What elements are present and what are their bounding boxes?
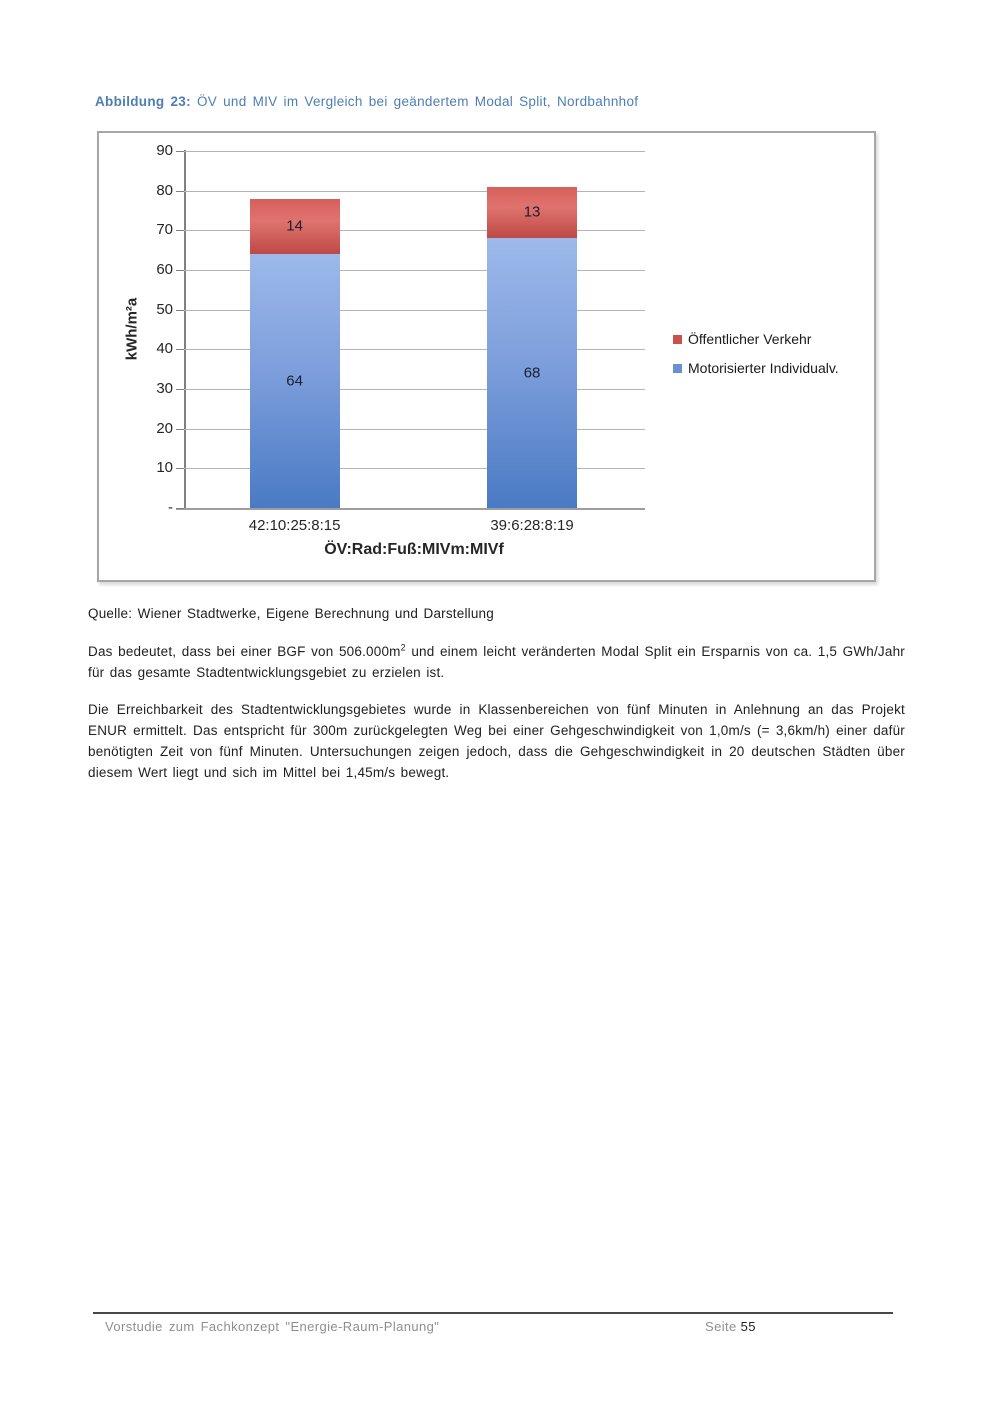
footer-document-title: Vorstudie zum Fachkonzept "Energie-Raum-… [105, 1319, 440, 1334]
gridline [184, 270, 645, 271]
y-tick-mark [176, 151, 184, 152]
gridline [184, 428, 645, 430]
footer-divider [93, 1312, 893, 1314]
bar-segment-oev [249, 198, 340, 255]
y-tick-mark [176, 428, 184, 430]
y-tick-mark [176, 389, 184, 390]
bar-segment-oev [487, 186, 578, 239]
y-axis-line [184, 150, 186, 509]
chart-plot-area: kWh/m²a ÖV:Rad:Fuß:MIVm:MIVf Öffentliche… [99, 133, 874, 580]
y-tick-label: 20 [156, 419, 173, 437]
bar-value-label: 13 [523, 203, 541, 221]
chart-legend: Öffentlicher Verkehr Motorisierter Indivi… [673, 331, 839, 389]
bar-segment-miv [487, 238, 578, 508]
gridline [184, 151, 645, 152]
paragraph-bgf-text-cont: und einem leicht veränderten Modal Split… [88, 644, 905, 680]
y-tick-label: 40 [156, 340, 173, 358]
y-tick-label: 60 [156, 261, 173, 279]
figure-caption-label: Abbildung 23: [95, 94, 191, 109]
y-tick-mark [176, 349, 184, 351]
x-tick-label: 42:10:25:8:15 [248, 517, 341, 534]
y-tick-mark [176, 190, 184, 192]
legend-item: Motorisierter Individualv. [673, 360, 839, 376]
gridline [184, 389, 645, 390]
y-tick-mark [176, 270, 184, 271]
paragraph-bgf-text: Das bedeutet, dass bei einer BGF von 506… [88, 644, 401, 659]
y-tick-label: 10 [156, 459, 173, 477]
bar-value-label: 64 [286, 372, 303, 390]
bar-value-label: 14 [286, 217, 303, 235]
y-tick-mark [176, 508, 184, 509]
legend-item: Öffentlicher Verkehr [673, 331, 839, 347]
source-line: Quelle: Wiener Stadtwerke, Eigene Berech… [88, 606, 494, 621]
figure-caption-title: ÖV und MIV im Vergleich bei geändertem M… [190, 94, 639, 109]
y-tick-label: 90 [156, 142, 173, 160]
bar-segment-miv [249, 254, 340, 508]
x-axis-line [176, 508, 645, 510]
y-tick-mark [176, 230, 184, 232]
x-tick-label: 39:6:28:8:19 [490, 517, 574, 534]
footer-page-label: Seite [705, 1319, 741, 1334]
legend-label: Öffentlicher Verkehr [688, 331, 812, 347]
y-tick-mark [176, 309, 184, 311]
y-tick-label: 70 [156, 221, 173, 239]
y-tick-label: 30 [156, 380, 173, 398]
legend-swatch-icon [673, 363, 682, 373]
x-axis-title: ÖV:Rad:Fuß:MIVm:MIVf [324, 541, 504, 558]
gridline [184, 309, 645, 311]
paragraph-bgf: Das bedeutet, dass bei einer BGF von 506… [88, 641, 905, 683]
superscript-2: 2 [400, 642, 406, 653]
y-tick-label: 50 [156, 300, 173, 318]
figure-caption: Abbildung 23: ÖV und MIV im Vergleich be… [95, 94, 915, 109]
bar-value-label: 68 [523, 364, 541, 382]
paragraph-erreichbarkeit: Die Erreichbarkeit des Stadtentwicklungs… [88, 702, 905, 780]
gridline [184, 468, 645, 470]
legend-label: Motorisierter Individualv. [688, 360, 839, 376]
footer-page-number: 55 [740, 1319, 756, 1334]
gridline [184, 190, 645, 192]
footer-page-indicator: Seite 55 [705, 1319, 756, 1334]
figure-chart: kWh/m²a ÖV:Rad:Fuß:MIVm:MIVf Öffentliche… [97, 131, 876, 582]
gridline [184, 230, 645, 232]
legend-swatch-icon [673, 334, 682, 344]
y-tick-label: - [168, 499, 173, 517]
gridline [184, 349, 645, 351]
y-tick-mark [176, 468, 184, 470]
y-tick-label: 80 [156, 181, 173, 199]
